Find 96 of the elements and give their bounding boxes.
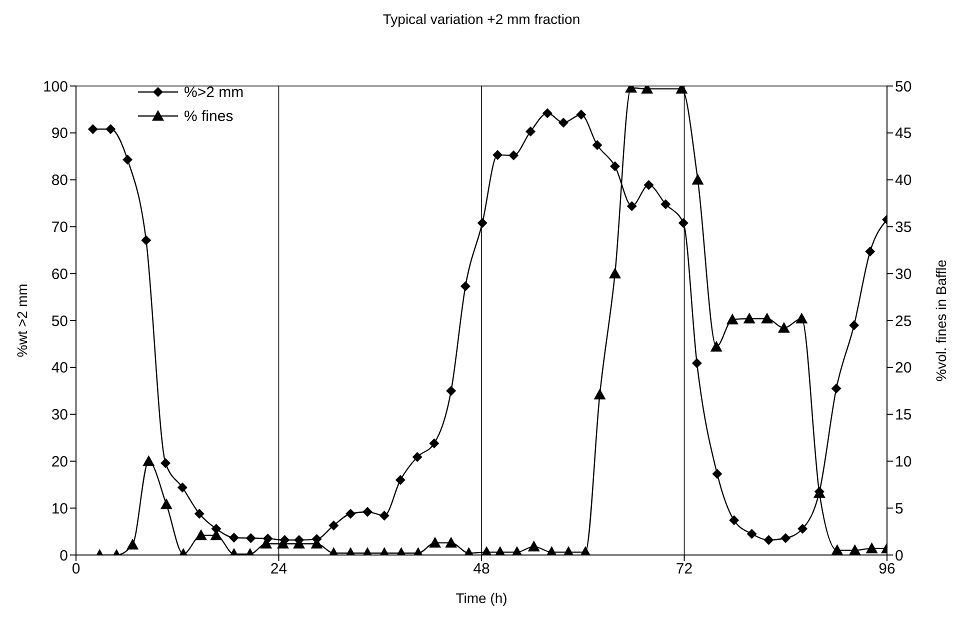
point xyxy=(429,438,440,448)
point xyxy=(644,180,654,190)
point xyxy=(362,506,372,517)
point xyxy=(280,534,290,545)
point xyxy=(106,124,116,134)
y-tick-label: 60 xyxy=(51,266,68,283)
x-tick-label: 0 xyxy=(72,560,80,578)
point xyxy=(88,124,98,134)
y2-tick-label: 0 xyxy=(895,547,904,564)
point xyxy=(328,520,339,530)
point xyxy=(692,174,704,185)
point xyxy=(726,314,738,324)
y2-axis-title: %vol. fines in Baffle xyxy=(932,259,949,382)
legend-label: % fines xyxy=(184,108,234,124)
point xyxy=(608,268,621,278)
point xyxy=(626,201,637,212)
y-tick-label: 30 xyxy=(51,406,68,424)
point xyxy=(849,320,860,330)
point xyxy=(141,235,152,246)
point xyxy=(508,150,519,160)
point xyxy=(780,533,791,544)
point xyxy=(743,312,756,324)
point xyxy=(211,524,222,534)
point xyxy=(429,536,442,548)
y2-tick-label: 25 xyxy=(895,312,912,330)
point xyxy=(660,199,671,210)
x-tick-label: 96 xyxy=(878,560,896,578)
point xyxy=(528,540,540,552)
point xyxy=(594,388,606,400)
y2-tick-label: 45 xyxy=(895,125,912,142)
point xyxy=(576,110,586,120)
point xyxy=(126,538,139,550)
x-tick-label: 72 xyxy=(676,560,693,578)
point xyxy=(194,508,204,519)
y-tick-label: 40 xyxy=(51,360,68,377)
point xyxy=(610,161,620,172)
x-axis-title: Time (h) xyxy=(456,590,508,606)
point xyxy=(526,126,536,136)
y-tick-label: 20 xyxy=(51,454,68,471)
point xyxy=(831,544,844,555)
point xyxy=(195,529,208,540)
y2-tick-label: 10 xyxy=(895,454,912,471)
point xyxy=(160,498,172,510)
point xyxy=(796,312,808,324)
y-tick-label: 90 xyxy=(51,125,68,142)
y-axis-title: %wt >2 mm xyxy=(14,284,30,358)
y-tick-label: 50 xyxy=(51,312,68,330)
y2-tick-label: 30 xyxy=(895,266,912,283)
y2-tick-label: 40 xyxy=(895,172,912,190)
point xyxy=(246,533,256,544)
point xyxy=(778,322,790,333)
point xyxy=(262,534,273,544)
point xyxy=(848,544,861,555)
point xyxy=(395,474,406,485)
y2-tick-label: 15 xyxy=(895,406,912,424)
point xyxy=(729,515,740,526)
point xyxy=(142,455,155,466)
point xyxy=(379,510,390,521)
y-tick-label: 80 xyxy=(51,172,68,190)
y2-tick-label: 20 xyxy=(895,360,912,377)
point xyxy=(831,384,842,394)
y-tick-label: 70 xyxy=(51,219,68,236)
point xyxy=(177,482,188,492)
point xyxy=(160,458,171,468)
chart-title: Typical variation +2 mm fraction xyxy=(382,10,582,29)
point xyxy=(460,281,470,292)
point xyxy=(122,154,133,165)
point xyxy=(228,532,239,543)
point xyxy=(558,118,568,128)
point xyxy=(764,534,774,545)
point xyxy=(678,218,688,228)
point xyxy=(542,108,552,118)
x-tick-label: 48 xyxy=(473,560,490,578)
point xyxy=(446,386,456,396)
point xyxy=(746,528,757,539)
y2-tick-label: 35 xyxy=(895,219,912,236)
point xyxy=(492,150,503,160)
point xyxy=(865,246,876,257)
y2-tick-label: 5 xyxy=(895,500,904,518)
point xyxy=(710,340,722,352)
y-tick-label: 100 xyxy=(42,78,68,96)
point xyxy=(412,452,422,462)
point xyxy=(712,468,722,479)
y2-tick-label: 50 xyxy=(895,78,912,96)
y-tick-label: 10 xyxy=(51,500,68,518)
point xyxy=(445,536,458,548)
point xyxy=(592,140,602,150)
point xyxy=(346,508,356,519)
point xyxy=(761,312,774,324)
point xyxy=(798,524,808,534)
y-tick-label: 0 xyxy=(60,547,68,564)
x-tick-label: 24 xyxy=(270,560,288,578)
point xyxy=(692,358,702,368)
legend-label: %>2 mm xyxy=(184,84,244,100)
point xyxy=(866,542,878,554)
point xyxy=(477,218,488,228)
